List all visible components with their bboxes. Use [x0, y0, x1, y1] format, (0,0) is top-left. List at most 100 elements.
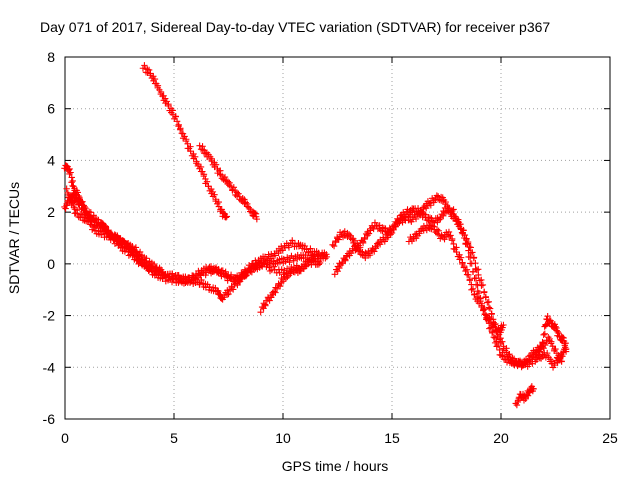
data-point	[264, 295, 272, 303]
data-point	[244, 200, 251, 208]
series-arc-9	[512, 383, 537, 409]
data-point	[411, 231, 419, 238]
data-point	[463, 240, 471, 248]
data-point	[485, 304, 493, 311]
series-arc-4	[139, 62, 231, 221]
data-point	[484, 299, 491, 306]
data-point	[359, 248, 366, 256]
data-point	[270, 263, 278, 270]
data-point	[434, 193, 442, 200]
data-point	[365, 230, 373, 237]
data-point	[461, 234, 468, 242]
data-point	[230, 184, 237, 191]
data-point	[482, 293, 490, 300]
data-point	[478, 282, 485, 289]
data-point	[477, 297, 484, 305]
data-point	[271, 252, 279, 259]
data-point	[535, 347, 542, 354]
data-point	[115, 240, 123, 247]
data-point	[147, 264, 154, 271]
data-point	[469, 249, 476, 256]
data-point	[486, 325, 493, 332]
data-point	[226, 179, 233, 187]
data-point	[248, 265, 255, 272]
data-point	[175, 121, 182, 129]
data-point	[478, 276, 485, 284]
plot-frame	[64, 56, 611, 420]
data-point	[147, 70, 154, 77]
data-point	[263, 263, 270, 271]
data-point	[72, 194, 79, 202]
data-point	[91, 227, 99, 234]
data-point	[561, 345, 568, 353]
data-point	[466, 276, 474, 283]
y-tick-label: 0	[47, 256, 55, 272]
data-point	[494, 341, 502, 349]
data-point	[552, 323, 559, 330]
data-point	[67, 169, 74, 176]
data-point	[225, 290, 232, 298]
data-point	[448, 235, 456, 243]
data-point	[187, 147, 194, 155]
series-arc-3	[63, 185, 330, 287]
data-point	[290, 257, 297, 264]
data-point	[442, 198, 449, 206]
series-arc-11	[405, 221, 568, 371]
data-point	[351, 243, 358, 250]
data-point	[131, 253, 139, 261]
data-point	[474, 281, 481, 288]
series-arc-2	[61, 190, 308, 285]
y-tick-label: 8	[47, 49, 55, 65]
data-point	[499, 338, 506, 345]
data-point	[223, 213, 231, 220]
data-point	[493, 343, 500, 350]
data-point	[342, 257, 349, 264]
data-point	[285, 244, 293, 251]
data-point	[435, 231, 443, 238]
data-point	[199, 146, 206, 153]
data-point	[77, 198, 84, 206]
data-point	[501, 353, 508, 360]
data-point	[469, 285, 477, 293]
data-point	[253, 215, 261, 223]
data-point	[252, 257, 259, 264]
data-point	[366, 251, 374, 259]
data-point	[465, 247, 472, 254]
data-point	[555, 329, 562, 337]
data-point	[487, 324, 494, 331]
data-point	[212, 196, 220, 203]
data-point	[229, 286, 237, 293]
data-point	[476, 277, 484, 284]
data-point	[120, 237, 127, 245]
data-point	[468, 260, 475, 267]
y-axis-label: SDTVAR / TECUs	[6, 182, 22, 294]
data-point	[243, 269, 251, 277]
chart-title: Day 071 of 2017, Sidereal Day-to-day VTE…	[40, 19, 550, 35]
data-point	[334, 263, 342, 270]
data-point	[452, 213, 459, 220]
data-point	[195, 267, 202, 275]
data-point	[276, 258, 284, 266]
data-point	[473, 266, 480, 274]
data-point	[133, 249, 140, 257]
data-point	[80, 205, 87, 213]
data-point	[438, 210, 446, 218]
data-point	[457, 254, 465, 261]
data-point	[490, 333, 497, 341]
x-tick-label: 20	[493, 430, 509, 446]
data-point	[215, 287, 222, 295]
data-point	[262, 302, 269, 309]
data-point	[222, 270, 229, 277]
ticks-layer: 0 5 10 15 20 25 -6 -4 -2 0 2 4 6 8	[43, 49, 618, 446]
data-point	[541, 330, 549, 338]
data-point	[295, 243, 303, 250]
x-tick-label: 0	[61, 430, 69, 446]
data-point	[268, 294, 275, 301]
data-point	[235, 190, 242, 197]
data-point	[212, 161, 220, 168]
data-point	[497, 352, 505, 359]
data-point	[278, 243, 285, 250]
data-point	[449, 207, 456, 215]
data-point	[87, 218, 94, 226]
